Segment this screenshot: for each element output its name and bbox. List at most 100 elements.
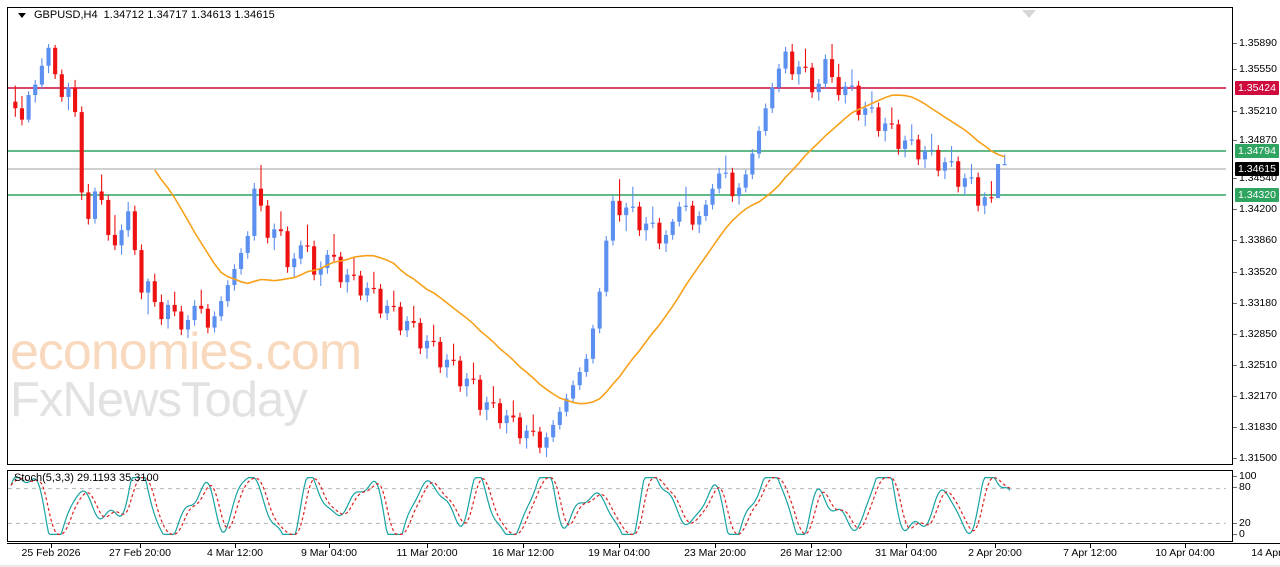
time-tick-label: 2 Apr 20:00	[968, 547, 1022, 559]
stochastic-indicator-panel[interactable]: Stoch(5,3,3) 29.1193 35.3100	[7, 470, 1233, 542]
stochastic-d-line	[10, 476, 1011, 536]
candle-body	[172, 304, 177, 312]
time-tick-mark	[1185, 544, 1186, 548]
candle-body	[192, 305, 197, 321]
stochastic-tick-label: 0	[1239, 528, 1245, 540]
candle-body	[86, 192, 91, 219]
candle-body	[690, 205, 695, 225]
lower-support-price-tag[interactable]: 1.34320	[1235, 188, 1279, 202]
price-tick-label: 1.34200	[1239, 203, 1277, 215]
time-tick-label: 19 Mar 04:00	[588, 547, 650, 559]
candle-body	[484, 402, 489, 410]
time-tick-label: 4 Mar 12:00	[206, 547, 264, 559]
candle-body	[670, 221, 675, 235]
upper-support-price-tag[interactable]: 1.34794	[1235, 144, 1279, 158]
candle-body	[677, 206, 682, 222]
candle-body	[365, 287, 370, 296]
candle-body	[995, 164, 1001, 199]
candle-body	[823, 59, 828, 84]
candle-body	[126, 211, 131, 231]
price-tick-mark	[1233, 178, 1237, 179]
time-axis[interactable]: 25 Feb 2026 27 Feb 20:00 4 Mar 12:00 9 Mar …	[7, 543, 1280, 565]
chevron-down-icon[interactable]	[18, 12, 26, 18]
candle-body	[497, 403, 503, 424]
price-tick-mark	[1233, 303, 1237, 304]
time-tick-mark	[427, 544, 428, 548]
time-tick-label: 26 Mar 12:00	[780, 547, 842, 559]
price-tick-mark	[1233, 272, 1237, 273]
price-tick-label: 1.32170	[1239, 390, 1277, 402]
candle-body	[79, 112, 84, 193]
price-chart-panel[interactable]: economies.com FxNewsToday GBPUSD,H4 1.34…	[7, 7, 1233, 465]
candle-body	[876, 107, 881, 131]
candle-body	[411, 320, 416, 323]
ohlc-values-label: 1.34712 1.34717 1.34613 1.34615	[103, 9, 275, 21]
price-tick-mark	[1233, 43, 1237, 44]
candle-body	[962, 178, 967, 187]
candle-body	[338, 256, 343, 283]
chart-legend-header: GBPUSD,H4 1.34712 1.34717 1.34613 1.3461…	[18, 9, 275, 21]
candle-body	[219, 301, 224, 317]
candle-body	[564, 398, 569, 412]
candle-body	[604, 240, 609, 292]
price-tick-mark	[1233, 365, 1237, 366]
stochastic-tick-mark	[1233, 476, 1237, 477]
chart-top-marker-icon	[1022, 10, 1036, 18]
candle-body	[318, 268, 323, 275]
candle-body	[856, 85, 861, 115]
candle-body	[358, 275, 363, 296]
stochastic-plot-area	[8, 471, 1226, 541]
candle-body	[657, 222, 662, 244]
candle-body	[278, 229, 283, 232]
candle-body	[683, 205, 689, 207]
candle-body	[265, 205, 270, 238]
stochastic-axis: 100 80 20 0	[1233, 470, 1280, 542]
bottom-divider	[0, 565, 1280, 567]
candle-body	[73, 87, 78, 113]
candle-body	[1002, 164, 1007, 166]
candle-body	[451, 359, 456, 361]
candle-body	[816, 83, 821, 93]
current-price-tag[interactable]: 1.34615	[1235, 162, 1279, 176]
time-tick-mark	[1090, 544, 1091, 548]
candle-body	[803, 66, 808, 68]
time-tick-label: 25 Feb 2026	[21, 547, 81, 559]
candle-body	[537, 431, 542, 448]
price-tick-label: 1.31830	[1239, 421, 1277, 433]
candle-body	[949, 161, 954, 163]
symbol-timeframe-label: GBPUSD,H4	[34, 9, 98, 21]
candle-body	[883, 123, 888, 131]
candle-body	[929, 149, 934, 152]
time-tick-label: 23 Mar 20:00	[684, 547, 746, 559]
price-tick-mark	[1233, 111, 1237, 112]
price-plot-area[interactable]	[8, 8, 1226, 464]
candle-body	[557, 411, 562, 425]
candle-body	[863, 108, 868, 115]
candle-body	[590, 328, 596, 359]
resistance-price-tag[interactable]: 1.35424	[1235, 81, 1279, 95]
candle-body	[312, 246, 317, 275]
candle-body	[737, 187, 742, 197]
candle-body	[398, 306, 403, 331]
candle-body	[205, 308, 210, 328]
candle-body	[663, 234, 669, 244]
candle-body	[424, 340, 430, 349]
candle-body	[644, 223, 649, 231]
price-tick-label: 1.35210	[1239, 105, 1277, 117]
candle-body	[199, 305, 204, 309]
candle-body	[146, 281, 151, 293]
candle-body	[989, 197, 994, 199]
stochastic-series	[8, 476, 1226, 536]
price-axis[interactable]: 1.35890 1.35550 1.35210 1.34870 1.34540 1.342…	[1233, 7, 1280, 465]
price-tick-label: 1.34870	[1239, 134, 1277, 146]
candle-body	[730, 172, 735, 197]
candle-body	[922, 150, 928, 160]
candle-body	[19, 108, 25, 120]
candle-body	[185, 320, 191, 330]
candle-body	[517, 417, 523, 439]
stochastic-tick-mark	[1233, 487, 1237, 488]
candle-body	[637, 206, 642, 231]
stochastic-tick-label: 20	[1239, 517, 1251, 529]
moving-average-line	[154, 94, 1005, 405]
price-tick-mark	[1233, 140, 1237, 141]
